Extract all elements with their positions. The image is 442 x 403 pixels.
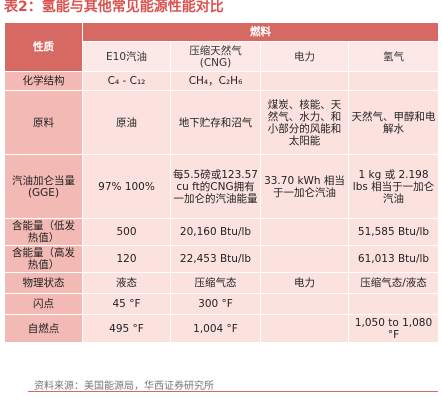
- table-row: 汽油加仑当量 (GGE) 97% 100% 每5.5磅或123.57 cu ft…: [4, 154, 439, 219]
- table-cell: 33.70 kWh 相当于一加仑汽油: [260, 154, 349, 219]
- table-row: 原料 原油 地下贮存和沼气 煤炭、核能、天然气、水力、和小部分的风能和太阳能 天…: [4, 90, 439, 155]
- table-cell: 地下贮存和沼气: [170, 90, 261, 155]
- table-cell: 97% 100%: [82, 154, 171, 219]
- row-label: 含能量（高发热值）: [4, 245, 83, 273]
- table-cell: 120: [82, 245, 171, 273]
- header-fuel-group: 燃料: [82, 22, 439, 42]
- header-property: 性质: [4, 22, 83, 72]
- table-cell: 电力: [260, 272, 349, 294]
- table-cell: [348, 293, 439, 315]
- table-cell: 液态: [82, 272, 171, 294]
- energy-comparison-table: 性质 燃料 E10汽油 压缩天然气 (CNG) 电力 氢气 化学结构 C₄ - …: [4, 22, 439, 343]
- table-cell: [260, 71, 349, 91]
- table-row: 化学结构 C₄ - C₁₂ CH₄，C₂H₆: [4, 71, 439, 91]
- table-cell: 每5.5磅或123.57 cu ft的CNG拥有一加仑的汽油能量: [170, 154, 261, 219]
- table-cell: 51,585 Btu/lb: [348, 218, 439, 246]
- table-cell: 1 kg 或 2.198 lbs 相当于一加仑汽油: [348, 154, 439, 219]
- table-cell: 500: [82, 218, 171, 246]
- table-row: 自燃点 495 °F 1,004 °F 1,050 to 1,080 °F: [4, 314, 439, 343]
- table-cell: C₄ - C₁₂: [82, 71, 171, 91]
- table-cell: 20,160 Btu/lb: [170, 218, 261, 246]
- row-label: 物理状态: [4, 272, 83, 294]
- table-cell: [260, 245, 349, 273]
- table-row: 含能量（低发热值） 500 20,160 Btu/lb 51,585 Btu/l…: [4, 218, 439, 246]
- table-cell: 61,013 Btu/lb: [348, 245, 439, 273]
- table-cell: 天然气、甲醇和电解水: [348, 90, 439, 155]
- row-label: 化学结构: [4, 71, 83, 91]
- table-cell: [260, 218, 349, 246]
- header-fuel-cng: 压缩天然气 (CNG): [170, 41, 261, 72]
- row-label: 原料: [4, 90, 83, 155]
- table-row: 物理状态 液态 压缩气态 电力 压缩气态/液态: [4, 272, 439, 294]
- table-cell: 22,453 Btu/lb: [170, 245, 261, 273]
- table-cell: 1,050 to 1,080 °F: [348, 314, 439, 343]
- header-fuel-gasoline: E10汽油: [82, 41, 171, 72]
- table-cell: 煤炭、核能、天然气、水力、和小部分的风能和太阳能: [260, 90, 349, 155]
- table-cell: [260, 293, 349, 315]
- table-cell: 45 °F: [82, 293, 171, 315]
- row-label: 自燃点: [4, 314, 83, 343]
- table-cell: 1,004 °F: [170, 314, 261, 343]
- header-fuel-hydrogen: 氢气: [348, 41, 439, 72]
- table-cell: 原油: [82, 90, 171, 155]
- table-row: 含能量（高发热值） 120 22,453 Btu/lb 61,013 Btu/l…: [4, 245, 439, 273]
- table-cell: [348, 71, 439, 91]
- table-cell: CH₄，C₂H₆: [170, 71, 261, 91]
- source-divider: [28, 391, 438, 392]
- table-cell: [260, 314, 349, 343]
- table-cell: 300 °F: [170, 293, 261, 315]
- table-row: 闪点 45 °F 300 °F: [4, 293, 439, 315]
- table-title: 表2：氢能与其他常见能源性能对比: [4, 0, 224, 15]
- row-label: 汽油加仑当量 (GGE): [4, 154, 83, 219]
- source-note: 资料来源：美国能源局，华西证券研究所: [34, 381, 214, 392]
- header-fuel-electricity: 电力: [260, 41, 349, 72]
- table-cell: 495 °F: [82, 314, 171, 343]
- row-label: 闪点: [4, 293, 83, 315]
- table-cell: 压缩气态/液态: [348, 272, 439, 294]
- row-label: 含能量（低发热值）: [4, 218, 83, 246]
- table-cell: 压缩气态: [170, 272, 261, 294]
